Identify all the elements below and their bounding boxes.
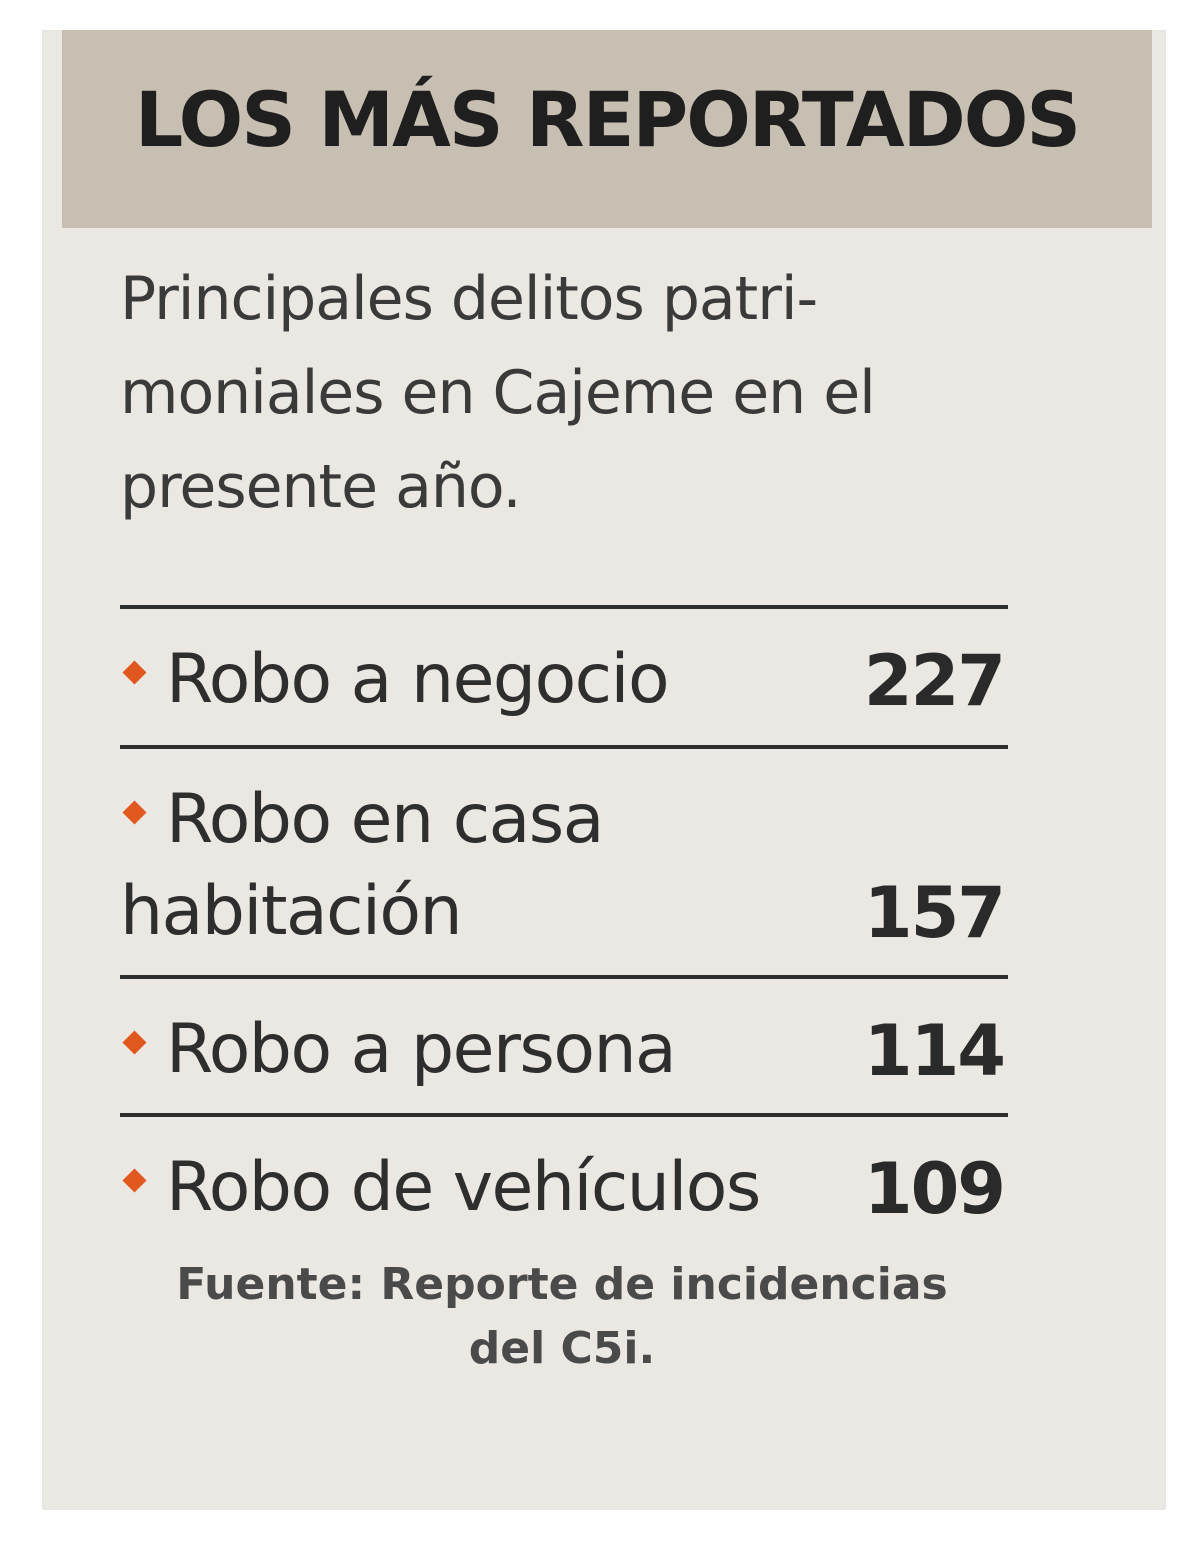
table-divider xyxy=(120,745,1008,749)
table-divider xyxy=(120,975,1008,979)
row-label: Robo a persona xyxy=(166,1010,677,1089)
row-label: Robo de vehículos xyxy=(166,1148,761,1227)
table-row: Robo en casa habitación 157 xyxy=(120,780,1006,954)
bullet-diamond-icon xyxy=(122,1168,147,1193)
table-row: Robo a negocio 227 xyxy=(120,640,1006,722)
intro-line: Principales delitos patri- xyxy=(120,264,818,334)
infographic-card: LOS MÁS REPORTADOS xyxy=(42,30,1166,1510)
row-label: Robo en casa xyxy=(166,780,604,859)
table-divider xyxy=(120,1113,1008,1117)
intro-text: Principales delitos patri- moniales en C… xyxy=(120,252,1040,534)
bullet-diamond-icon xyxy=(122,1030,147,1055)
header-band: LOS MÁS REPORTADOS xyxy=(62,30,1152,228)
table-row: Robo a persona 114 xyxy=(120,1010,1006,1092)
intro-line: presente año. xyxy=(120,452,522,522)
header-title: LOS MÁS REPORTADOS xyxy=(134,75,1081,164)
table-row: Robo de vehículos 109 xyxy=(120,1148,1006,1230)
row-label: Robo a negocio xyxy=(166,640,670,719)
bullet-diamond-icon xyxy=(122,800,147,825)
source-note: Fuente: Reporte de incidencias del C5i. xyxy=(120,1253,1004,1381)
row-value: 109 xyxy=(863,1148,1006,1230)
bullet-diamond-icon xyxy=(122,660,147,685)
source-line: del C5i. xyxy=(468,1323,656,1374)
row-value: 157 xyxy=(863,872,1006,954)
source-line: Fuente: Reporte de incidencias xyxy=(176,1259,948,1310)
row-label-continued: habitación xyxy=(120,872,463,951)
row-value: 114 xyxy=(863,1010,1006,1092)
intro-line: moniales en Cajeme en el xyxy=(120,358,876,428)
row-value: 227 xyxy=(863,640,1006,722)
table-divider xyxy=(120,605,1008,609)
